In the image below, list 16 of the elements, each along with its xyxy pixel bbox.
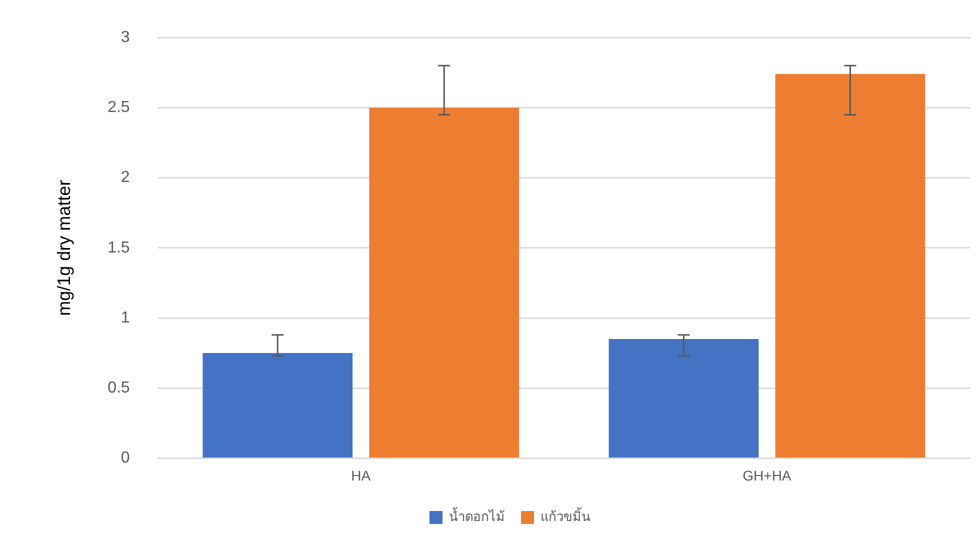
y-tick-label: 2 [120, 169, 130, 186]
y-tick-label: 3 [120, 29, 130, 46]
bar [369, 108, 520, 458]
bar [608, 339, 759, 458]
y-tick-label: 0.5 [108, 380, 130, 397]
y-axis-title: mg/1g dry matter [54, 180, 74, 316]
y-tick-label: 2.5 [108, 99, 130, 116]
bar [775, 74, 926, 458]
x-tick-label: GH+HA [742, 467, 792, 484]
legend-label: แก้วขมิ้น [540, 507, 590, 524]
legend-label: น้ำดอกไม้ [449, 507, 505, 524]
y-tick-label: 1 [120, 309, 130, 326]
y-tick-label: 0 [120, 450, 130, 467]
x-tick-label: HA [351, 467, 372, 484]
y-tick-label: 1.5 [108, 239, 130, 256]
bar [202, 353, 353, 458]
